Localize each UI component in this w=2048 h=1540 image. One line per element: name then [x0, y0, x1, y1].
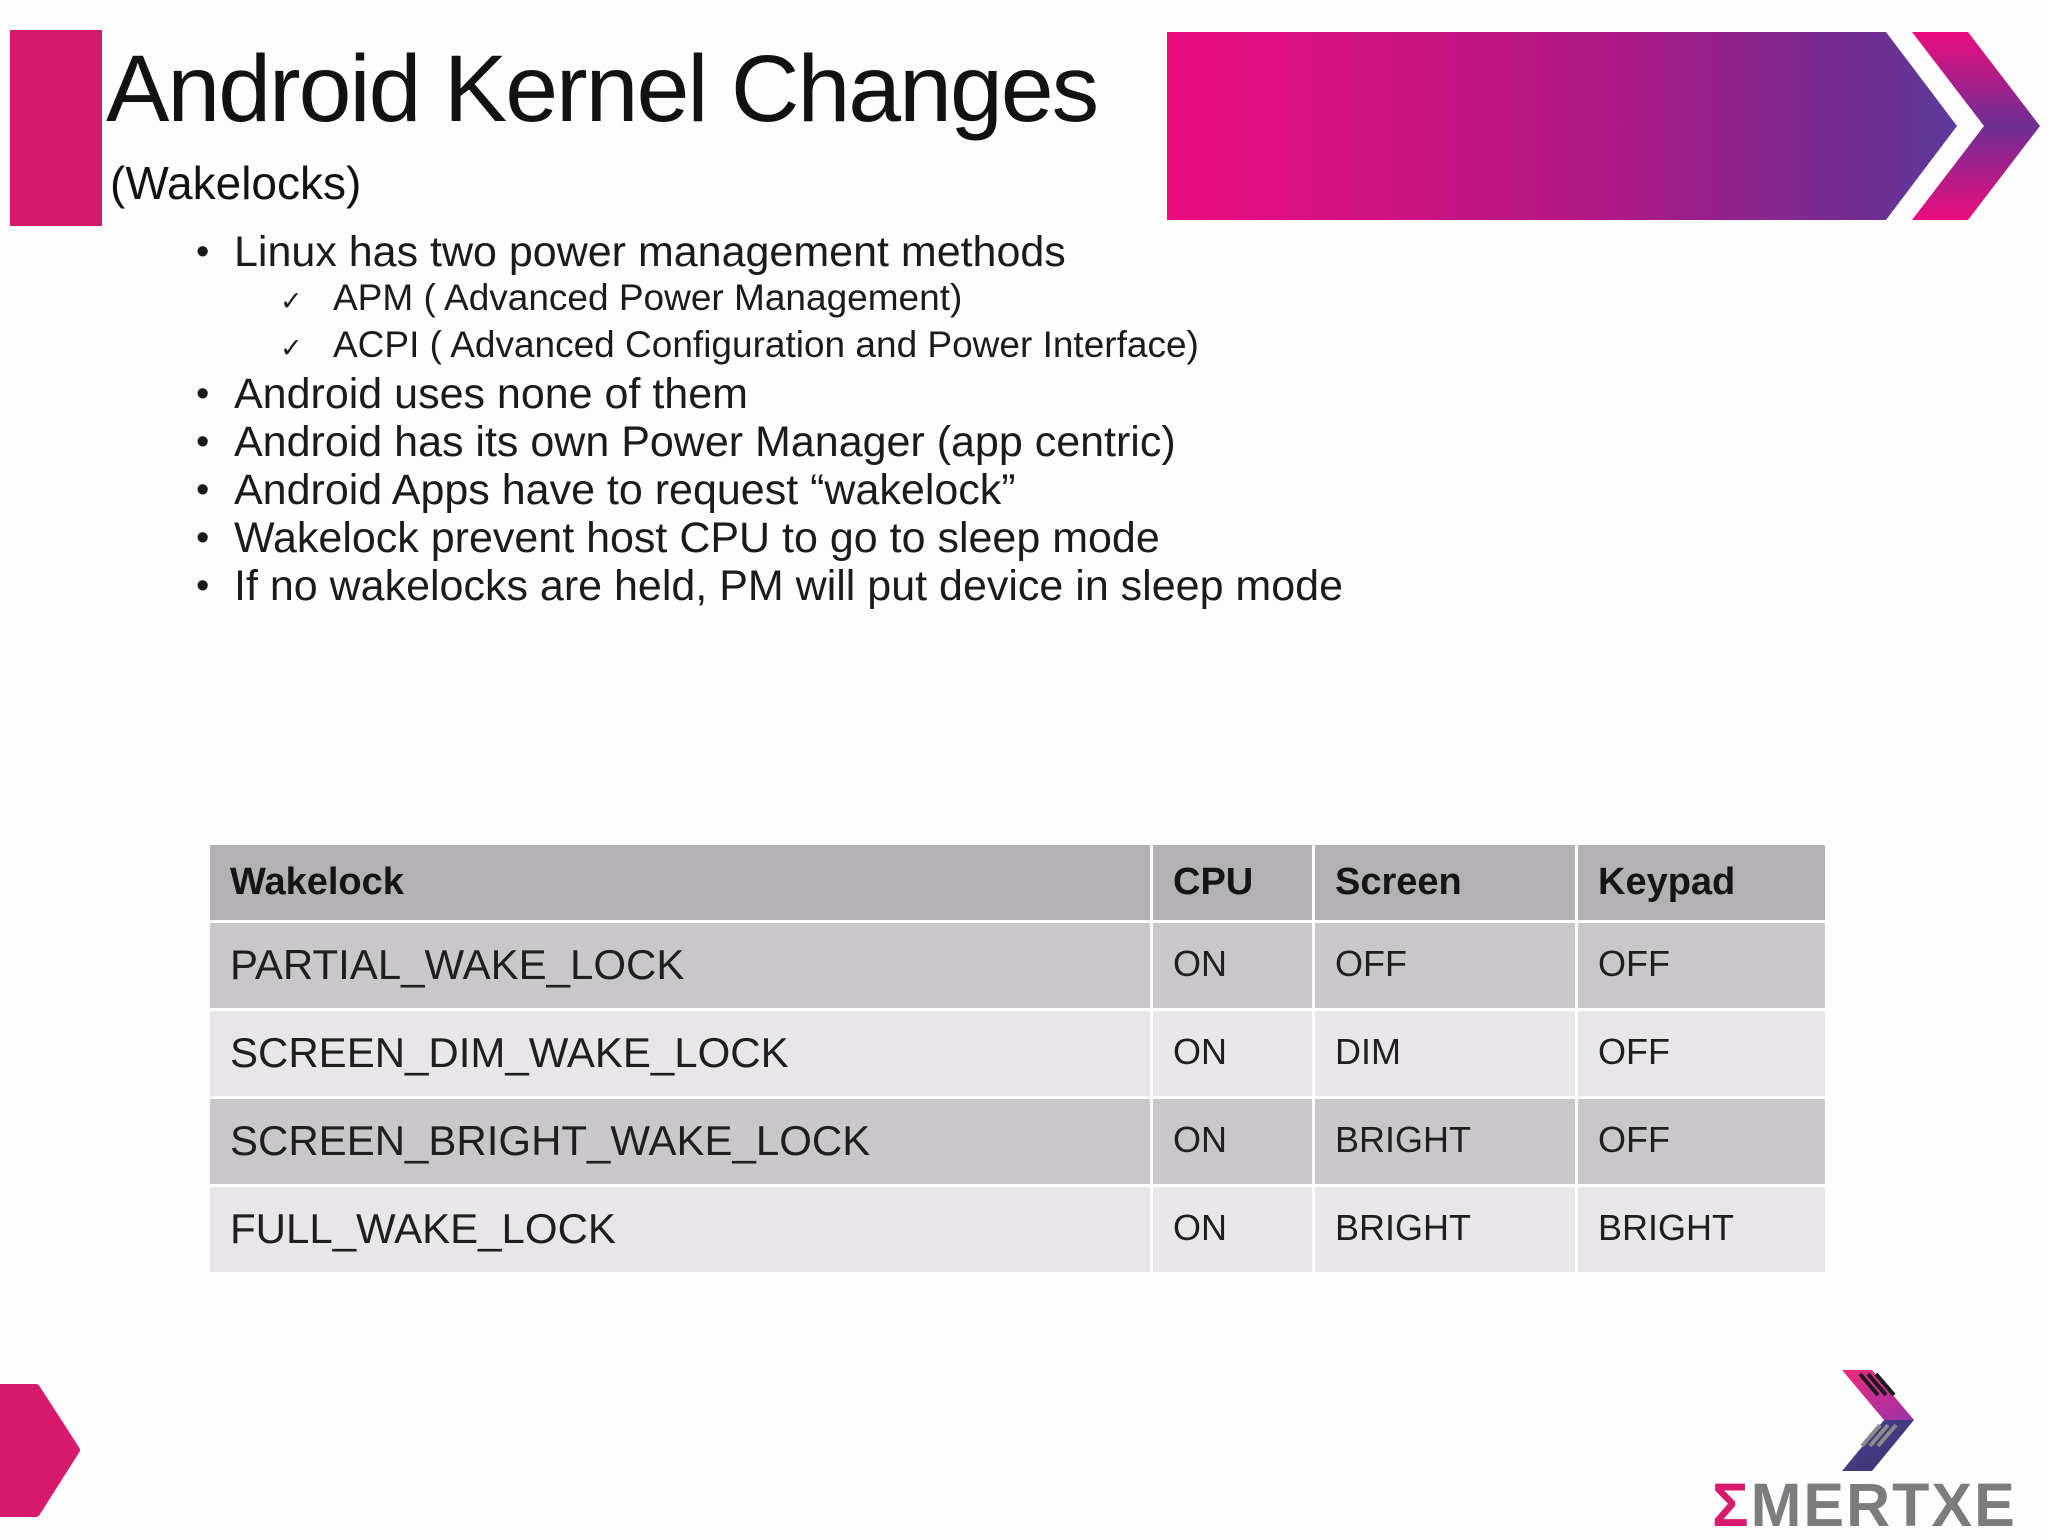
cell-screen: DIM	[1312, 1008, 1575, 1096]
bullet-dot: •	[196, 517, 210, 559]
header-arrow-banner	[1167, 32, 2040, 220]
column-header-wakelock: Wakelock	[210, 845, 1150, 920]
bullet-dot: •	[196, 231, 210, 273]
cell-cpu: ON	[1150, 920, 1312, 1008]
cell-keypad: OFF	[1575, 1008, 1825, 1096]
table-header-row: Wakelock CPU Screen Keypad	[210, 845, 1825, 920]
bullet-text: Android uses none of them	[234, 370, 748, 418]
emertxe-sigma-glyph: Σ	[1712, 1471, 1751, 1539]
bullet-text: Wakelock prevent host CPU to go to sleep…	[234, 514, 1160, 562]
cell-cpu: ON	[1150, 1184, 1312, 1272]
column-header-screen: Screen	[1312, 845, 1575, 920]
emertxe-name: MERTXE	[1750, 1471, 2017, 1539]
cell-screen: BRIGHT	[1312, 1096, 1575, 1184]
cell-cpu: ON	[1150, 1096, 1312, 1184]
bullet-dot: •	[196, 373, 210, 415]
bullet-dot: •	[196, 565, 210, 607]
bullet-text: If no wakelocks are held, PM will put de…	[234, 562, 1343, 610]
bullet-item: • Android uses none of them	[185, 370, 1805, 418]
cell-wakelock-name: PARTIAL_WAKE_LOCK	[210, 920, 1150, 1008]
bullet-dot: •	[196, 421, 210, 463]
bullet-text: Android has its own Power Manager (app c…	[234, 418, 1176, 466]
bullet-item: • If no wakelocks are held, PM will put …	[185, 562, 1805, 610]
table-row: FULL_WAKE_LOCK ON BRIGHT BRIGHT	[210, 1184, 1825, 1272]
page-subtitle: (Wakelocks)	[110, 157, 362, 209]
cell-screen: BRIGHT	[1312, 1184, 1575, 1272]
cell-keypad: OFF	[1575, 1096, 1825, 1184]
table-row: SCREEN_DIM_WAKE_LOCK ON DIM OFF	[210, 1008, 1825, 1096]
bullet-item: • Linux has two power management methods	[185, 228, 1805, 276]
page-title: Android Kernel Changes	[106, 36, 1099, 142]
bullet-text: Linux has two power management methods	[234, 228, 1066, 276]
bottom-left-arrow-shape	[0, 1384, 80, 1517]
bullet-text: Android Apps have to request “wakelock”	[234, 466, 1016, 514]
table-row: SCREEN_BRIGHT_WAKE_LOCK ON BRIGHT OFF	[210, 1096, 1825, 1184]
emertxe-logo-text: ΣMERTXE	[1712, 1470, 2017, 1540]
bullet-item: • Android has its own Power Manager (app…	[185, 418, 1805, 466]
cell-wakelock-name: SCREEN_BRIGHT_WAKE_LOCK	[210, 1096, 1150, 1184]
bullet-dot: •	[196, 469, 210, 511]
bullet-item: • Wakelock prevent host CPU to go to sle…	[185, 514, 1805, 562]
cell-wakelock-name: FULL_WAKE_LOCK	[210, 1184, 1150, 1272]
cell-keypad: BRIGHT	[1575, 1184, 1825, 1272]
bullet-list: • Linux has two power management methods…	[185, 228, 1805, 610]
bullet-text: APM ( Advanced Power Management)	[333, 277, 963, 318]
emertxe-logo-chevron-icon	[1842, 1370, 1914, 1471]
column-header-keypad: Keypad	[1575, 845, 1825, 920]
bullet-item: • Android Apps have to request “wakelock…	[185, 466, 1805, 514]
emertxe-logo: ΣMERTXE	[1700, 1340, 2040, 1539]
sub-bullet-item: ✓ ACPI ( Advanced Configuration and Powe…	[185, 323, 1805, 370]
cell-keypad: OFF	[1575, 920, 1825, 1008]
check-icon: ✓	[280, 286, 303, 316]
title-accent-bar	[10, 30, 102, 226]
sub-bullet-item: ✓ APM ( Advanced Power Management)	[185, 276, 1805, 323]
bullet-text: ACPI ( Advanced Configuration and Power …	[333, 324, 1199, 365]
check-icon: ✓	[280, 333, 303, 363]
cell-wakelock-name: SCREEN_DIM_WAKE_LOCK	[210, 1008, 1150, 1096]
column-header-cpu: CPU	[1150, 845, 1312, 920]
banner-chevron-shape	[1912, 32, 2040, 220]
banner-arrow-shape	[1167, 32, 1957, 220]
cell-cpu: ON	[1150, 1008, 1312, 1096]
cell-screen: OFF	[1312, 920, 1575, 1008]
wakelock-table: Wakelock CPU Screen Keypad PARTIAL_WAKE_…	[210, 845, 1825, 1272]
table-row: PARTIAL_WAKE_LOCK ON OFF OFF	[210, 920, 1825, 1008]
